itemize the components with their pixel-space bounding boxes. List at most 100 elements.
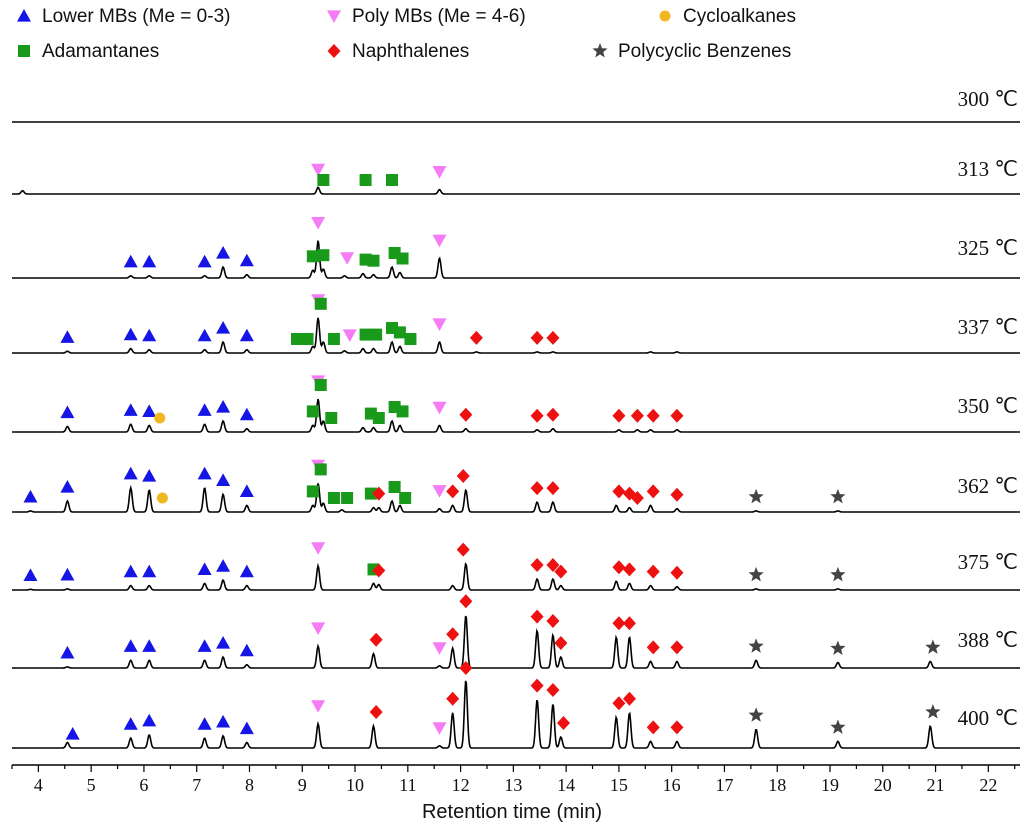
naphthalene-marker bbox=[469, 330, 483, 345]
naphthalene-marker bbox=[530, 408, 544, 423]
lower-mb-marker bbox=[123, 403, 138, 416]
poly-mb-marker bbox=[432, 485, 447, 498]
naphthalene-marker bbox=[530, 481, 544, 496]
naphthalene-marker bbox=[646, 484, 660, 499]
adamantane-marker bbox=[306, 485, 319, 498]
legend-label: Adamantanes bbox=[42, 41, 159, 62]
poly-mb-marker bbox=[311, 542, 326, 555]
naphthalene-marker bbox=[459, 661, 473, 675]
naphthalene-marker bbox=[546, 481, 560, 496]
adamantane-marker bbox=[314, 463, 327, 476]
temperature-label: 362 ℃ bbox=[958, 474, 1018, 498]
naphthalene-marker bbox=[612, 484, 626, 499]
legend-circle-icon bbox=[659, 10, 671, 22]
legend-label: Lower MBs (Me = 0-3) bbox=[42, 6, 230, 27]
naphthalene-marker bbox=[372, 486, 386, 501]
naphthalene-marker bbox=[670, 487, 684, 502]
cycloalkane-marker bbox=[156, 492, 168, 504]
lower-mb-marker bbox=[142, 639, 157, 652]
naphthalene-marker bbox=[546, 558, 560, 572]
polycyclic-benzene-marker bbox=[830, 488, 846, 504]
x-tick-label: 14 bbox=[557, 775, 575, 795]
x-tick-label: 7 bbox=[192, 775, 201, 795]
adamantane-marker bbox=[317, 174, 330, 186]
legend-label: Naphthalenes bbox=[352, 41, 469, 62]
naphthalene-marker bbox=[546, 614, 560, 628]
naphthalene-marker bbox=[630, 408, 644, 423]
polycyclic-benzene-marker bbox=[925, 639, 941, 654]
poly-mb-marker bbox=[432, 166, 447, 179]
trace-400 bbox=[12, 680, 1020, 749]
legend-item-adamantane: Adamantanes bbox=[18, 41, 159, 62]
adamantane-marker bbox=[306, 250, 319, 263]
lower-mb-marker bbox=[239, 253, 254, 267]
lower-mb-marker bbox=[142, 469, 157, 482]
legend-star-icon bbox=[592, 43, 608, 58]
markers-337 bbox=[60, 294, 560, 345]
naphthalene-marker bbox=[530, 558, 544, 572]
naphthalene-marker bbox=[446, 627, 460, 642]
lower-mb-marker bbox=[197, 639, 212, 652]
adamantane-marker bbox=[372, 412, 385, 424]
naphthalene-marker bbox=[646, 720, 660, 735]
naphthalene-marker bbox=[612, 560, 626, 575]
adamantane-marker bbox=[396, 252, 409, 265]
x-tick-label: 10 bbox=[346, 775, 364, 795]
lower-mb-marker bbox=[239, 643, 254, 657]
legend-item-lower_mb: Lower MBs (Me = 0-3) bbox=[17, 6, 230, 27]
legend-diamond-icon bbox=[327, 44, 341, 58]
lower-mb-marker bbox=[216, 321, 231, 334]
markers-325 bbox=[123, 217, 447, 268]
polycyclic-benzene-marker bbox=[748, 566, 764, 582]
poly-mb-marker bbox=[311, 217, 326, 230]
adamantane-marker bbox=[327, 333, 340, 345]
poly-mb-marker bbox=[432, 722, 447, 735]
naphthalene-marker bbox=[446, 691, 460, 706]
adamantane-marker bbox=[317, 249, 330, 262]
x-tick-label: 12 bbox=[452, 775, 470, 795]
naphthalene-marker bbox=[369, 705, 383, 719]
naphthalene-marker bbox=[622, 616, 636, 631]
naphthalene-marker bbox=[670, 565, 684, 580]
polycyclic-benzene-marker bbox=[748, 488, 764, 504]
naphthalene-marker bbox=[630, 491, 644, 505]
lower-mb-marker bbox=[142, 564, 157, 578]
lower-mb-marker bbox=[60, 645, 75, 659]
lower-mb-marker bbox=[123, 327, 138, 341]
x-tick-label: 18 bbox=[768, 775, 786, 795]
lower-mb-marker bbox=[65, 727, 80, 740]
markers-400 bbox=[65, 661, 941, 740]
lower-mb-marker bbox=[23, 489, 38, 503]
adamantane-marker bbox=[393, 326, 406, 339]
naphthalene-marker bbox=[459, 594, 473, 609]
lower-mb-marker bbox=[239, 484, 254, 497]
lower-mb-marker bbox=[60, 330, 75, 343]
legend-label: Cycloalkanes bbox=[683, 6, 796, 27]
trace-325 bbox=[12, 240, 1020, 279]
adamantane-marker bbox=[396, 405, 409, 418]
poly-mb-marker bbox=[342, 329, 357, 342]
lower-mb-marker bbox=[216, 636, 231, 649]
naphthalene-marker bbox=[546, 683, 560, 697]
lower-mb-marker bbox=[197, 328, 212, 342]
trace-362 bbox=[12, 483, 1020, 513]
legend: Lower MBs (Me = 0-3) Poly MBs (Me = 4-6) C… bbox=[17, 6, 796, 62]
lower-mb-marker bbox=[216, 246, 231, 259]
polycyclic-benzene-marker bbox=[748, 707, 764, 722]
lower-mb-marker bbox=[60, 567, 75, 581]
naphthalene-marker bbox=[372, 563, 386, 578]
temperature-label: 300 ℃ bbox=[958, 87, 1018, 111]
markers-375 bbox=[23, 542, 846, 582]
lower-mb-marker bbox=[216, 559, 231, 572]
adamantane-marker bbox=[301, 333, 314, 345]
poly-mb-marker bbox=[432, 234, 447, 248]
adamantane-marker bbox=[314, 379, 327, 391]
lower-mb-marker bbox=[197, 466, 212, 480]
naphthalene-marker bbox=[646, 408, 660, 423]
adamantane-marker bbox=[314, 297, 327, 310]
polycyclic-benzene-marker bbox=[830, 640, 846, 655]
poly-mb-marker bbox=[432, 642, 447, 655]
lower-mb-marker bbox=[239, 328, 254, 342]
naphthalene-marker bbox=[612, 616, 626, 631]
legend-square-icon bbox=[18, 45, 30, 57]
